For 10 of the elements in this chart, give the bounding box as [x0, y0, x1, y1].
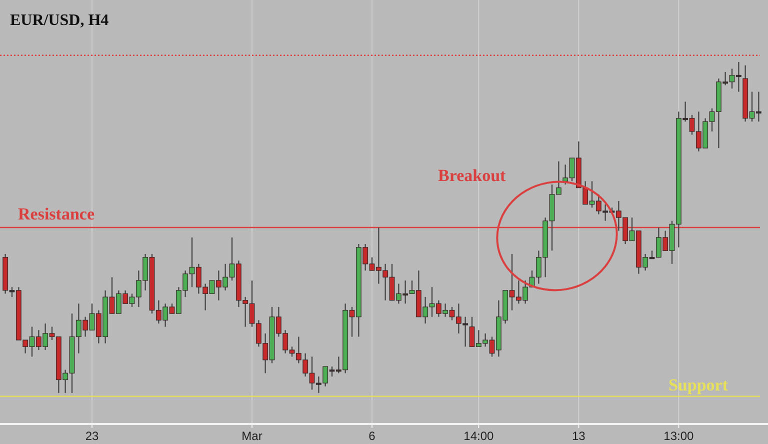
ref-line-label: Support — [668, 375, 728, 394]
x-tick-label: 13:00 — [664, 429, 694, 443]
x-tick-label: 23 — [85, 429, 99, 443]
ref-line-label: Resistance — [18, 204, 95, 224]
x-tick-label: 14:00 — [464, 429, 494, 443]
x-tick-label: 13 — [572, 429, 586, 443]
chart-title: EUR/USD, H4 — [10, 12, 109, 29]
x-tick-label: 6 — [368, 429, 376, 443]
annotation: Breakout — [438, 166, 506, 185]
x-tick-label: Mar — [242, 429, 262, 443]
